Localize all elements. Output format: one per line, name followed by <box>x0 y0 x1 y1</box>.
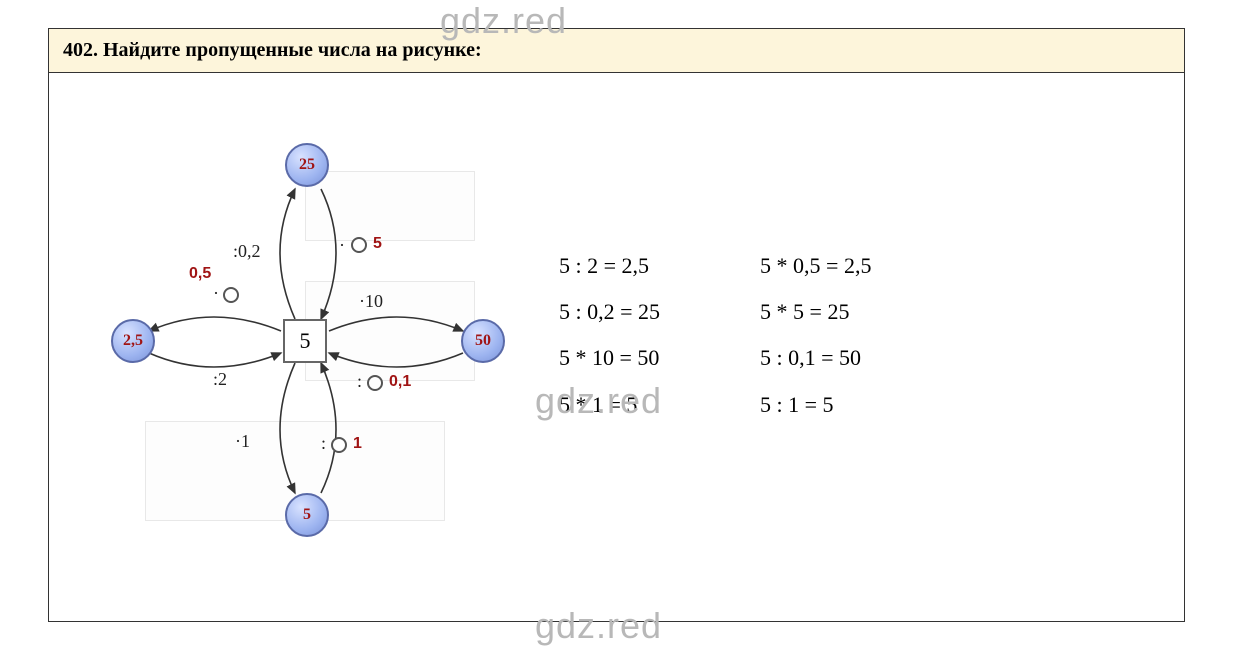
blank-bottom-in <box>331 437 347 453</box>
equations-col-1: 5 : 2 = 2,5 5 : 0,2 = 25 5 * 10 = 50 5 *… <box>559 243 660 428</box>
op-right-out: ·10 <box>359 291 383 312</box>
center-node: 5 <box>283 319 327 363</box>
node-right: 50 <box>461 319 505 363</box>
op-top-out: :0,2 <box>233 241 261 262</box>
equation: 5 : 0,2 = 25 <box>559 289 660 335</box>
equations-block: 5 : 2 = 2,5 5 : 0,2 = 25 5 * 10 = 50 5 *… <box>559 243 871 428</box>
node-bottom-value: 5 <box>303 506 311 524</box>
node-left: 2,5 <box>111 319 155 363</box>
op-bottom-in-prefix: : <box>321 433 326 454</box>
node-top-value: 25 <box>299 156 315 174</box>
exercise-container: 402. Найдите пропущенные числа на рисунк… <box>48 28 1185 622</box>
exercise-number: 402. <box>63 39 98 61</box>
exercise-title: Найдите пропущенные числа на рисунке: <box>103 39 482 61</box>
equation: 5 : 2 = 2,5 <box>559 243 660 289</box>
ans-left-in: 0,5 <box>189 265 211 283</box>
node-right-value: 50 <box>475 332 491 350</box>
op-bottom-out: ·1 <box>235 431 250 452</box>
node-left-value: 2,5 <box>123 332 143 350</box>
equation: 5 : 1 = 5 <box>760 382 871 428</box>
exercise-body: 5 25 50 5 2,5 :0,2 ·10 ·1 :2 · 5 : 0,1 :… <box>49 73 1184 621</box>
node-bottom: 5 <box>285 493 329 537</box>
equations-col-2: 5 * 0,5 = 2,5 5 * 5 = 25 5 : 0,1 = 50 5 … <box>760 243 871 428</box>
op-top-in-prefix: · <box>339 235 345 256</box>
center-value: 5 <box>300 328 311 354</box>
equation: 5 * 0,5 = 2,5 <box>760 243 871 289</box>
node-top: 25 <box>285 143 329 187</box>
diagram: 5 25 50 5 2,5 :0,2 ·10 ·1 :2 · 5 : 0,1 :… <box>105 131 505 551</box>
op-left-in-prefix: · <box>213 283 219 304</box>
equation: 5 * 5 = 25 <box>760 289 871 335</box>
equation: 5 * 10 = 50 <box>559 335 660 381</box>
op-right-in-prefix: : <box>357 371 362 392</box>
ans-right-in: 0,1 <box>389 373 411 391</box>
blank-left-in <box>223 287 239 303</box>
equation: 5 * 1 = 5 <box>559 382 660 428</box>
exercise-header: 402. Найдите пропущенные числа на рисунк… <box>49 29 1184 73</box>
op-left-out: :2 <box>213 369 227 390</box>
blank-right-in <box>367 375 383 391</box>
equation: 5 : 0,1 = 50 <box>760 335 871 381</box>
ans-top-in: 5 <box>373 235 382 253</box>
ans-bottom-in: 1 <box>353 435 362 453</box>
blank-top-in <box>351 237 367 253</box>
